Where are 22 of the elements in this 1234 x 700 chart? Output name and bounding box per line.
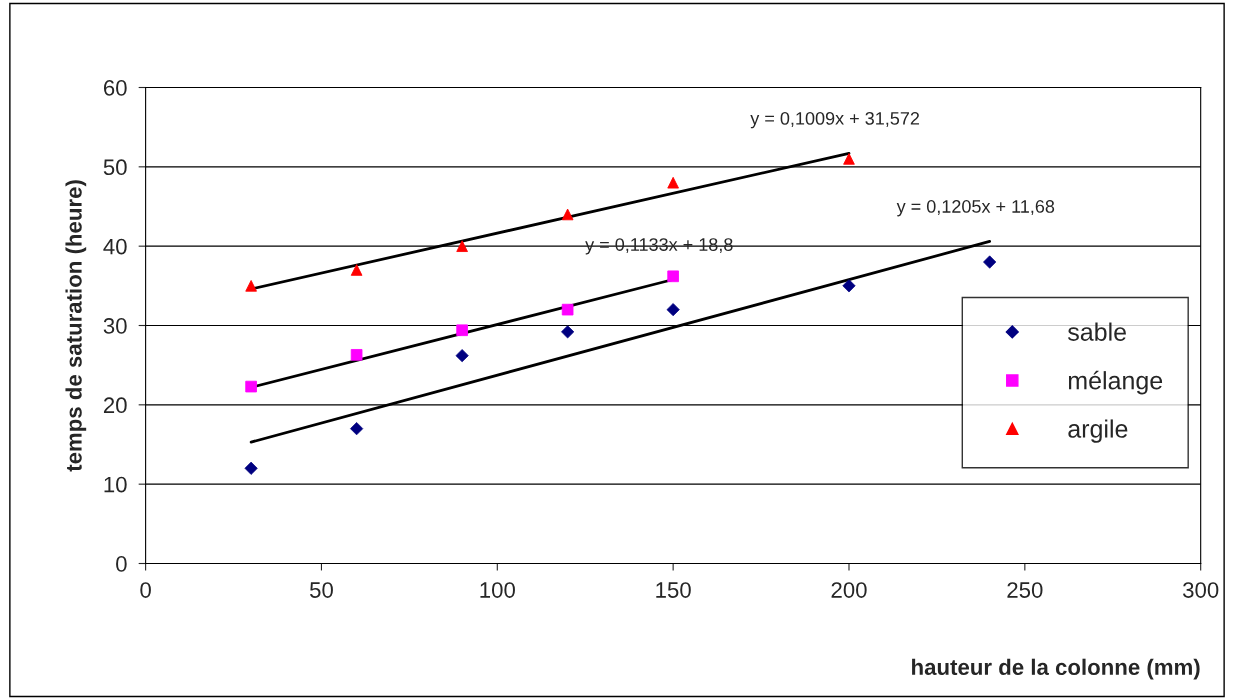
legend-label: argile <box>1068 419 1128 443</box>
x-tick-label: 50 <box>309 582 333 598</box>
annotation: y = 0,1009x + 31,572 <box>750 111 920 129</box>
y-tick-label: 60 <box>103 80 127 96</box>
annotation: y = 0,1205x + 11,68 <box>896 200 1055 217</box>
legend-label: sable <box>1067 322 1126 341</box>
legend-label: mélange <box>1068 370 1163 395</box>
y-tick-label: 10 <box>104 476 127 493</box>
x-tick-label: 300 <box>1182 582 1219 598</box>
point <box>842 279 856 293</box>
y-tick-label: 30 <box>103 318 127 334</box>
y-tick-label: 40 <box>103 238 127 255</box>
y-tick-label: 20 <box>103 397 127 414</box>
x-axis-title: hauteur de la colonne (mm) <box>912 658 1200 680</box>
x-tick-label: 250 <box>1007 582 1043 598</box>
x-tick-label: 200 <box>831 582 867 598</box>
x-tick-label: 0 <box>140 582 151 598</box>
x-tick-label: 100 <box>480 582 515 598</box>
y-tick-label: 50 <box>103 159 127 176</box>
y-axis-title: temps de saturation (heure) <box>65 180 87 472</box>
x-tick-label: 150 <box>656 582 691 598</box>
y-tick-label: 0 <box>116 556 127 572</box>
